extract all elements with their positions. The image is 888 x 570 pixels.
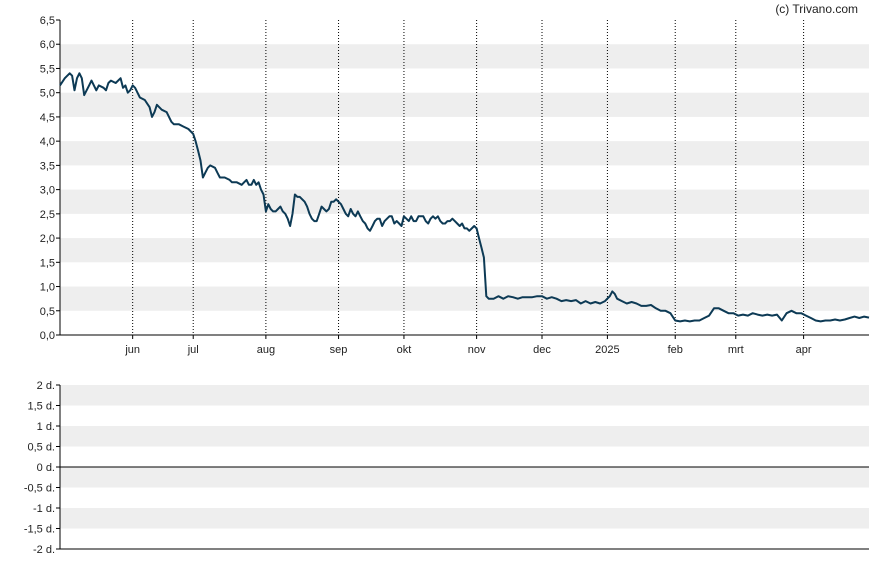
grid-band xyxy=(60,238,869,263)
y-tick-label: 6,0 xyxy=(40,39,55,51)
x-tick-label: dec xyxy=(533,344,551,356)
y-tick-label: 0,5 xyxy=(40,306,55,318)
y-tick-label: 2 d. xyxy=(37,380,55,392)
copyright-label: (c) Trivano.com xyxy=(775,2,858,16)
bottom-volume-chart: -2 d. -1,5 d. -1 d. -0,5 d. 0 d. 0,5 d. 1 d. 1,… xyxy=(24,380,869,556)
grid-band xyxy=(60,44,869,69)
grid-band xyxy=(60,467,869,488)
x-tick-label: jun xyxy=(124,344,140,356)
grid-band xyxy=(60,141,869,166)
y-tick-label: 3,5 xyxy=(40,160,55,172)
y-tick-label: -1,5 d. xyxy=(24,524,55,536)
x-tick-label: okt xyxy=(397,344,412,356)
grid-band xyxy=(60,426,869,447)
y-tick-label: -2 d. xyxy=(33,544,55,556)
y-tick-label: 1,5 d. xyxy=(27,401,55,413)
y-tick-label: 5,5 xyxy=(40,63,55,75)
x-tick-label: jul xyxy=(187,344,199,356)
grid-band xyxy=(60,92,869,117)
top-price-chart: jun jul aug sep okt nov dec 2025 feb mrt apr 0,0 0,5… xyxy=(40,15,870,356)
y-tick-label: 0 d. xyxy=(37,462,55,474)
x-tick-label: nov xyxy=(468,344,486,356)
y-tick-label: 2,5 xyxy=(40,209,55,221)
grid-band xyxy=(60,189,869,214)
y-tick-label: -1 d. xyxy=(33,503,55,515)
y-tick-label: 5,0 xyxy=(40,88,55,100)
y-tick-label: 4,5 xyxy=(40,112,55,124)
y-tick-label: 4,0 xyxy=(40,136,55,148)
x-tick-label: sep xyxy=(330,344,348,356)
x-tick-label: mrt xyxy=(728,344,744,356)
y-tick-label: 1,5 xyxy=(40,257,55,269)
x-tick-label: feb xyxy=(668,344,683,356)
x-tick-label: aug xyxy=(257,344,275,356)
y-tick-label: 1,0 xyxy=(40,282,55,294)
x-tick-label: apr xyxy=(796,344,812,356)
y-tick-label: 0,0 xyxy=(40,330,55,342)
y-tick-label: 0,5 d. xyxy=(27,442,55,454)
grid-band xyxy=(60,385,869,406)
y-tick-label: 2,0 xyxy=(40,233,55,245)
grid-band xyxy=(60,286,869,311)
y-tick-label: 6,5 xyxy=(40,15,55,27)
x-tick-label: 2025 xyxy=(595,344,619,356)
price-series-line xyxy=(59,72,870,323)
y-tick-label: -0,5 d. xyxy=(24,483,55,495)
y-tick-label: 3,0 xyxy=(40,185,55,197)
grid-band xyxy=(60,508,869,529)
y-tick-label: 1 d. xyxy=(37,421,55,433)
